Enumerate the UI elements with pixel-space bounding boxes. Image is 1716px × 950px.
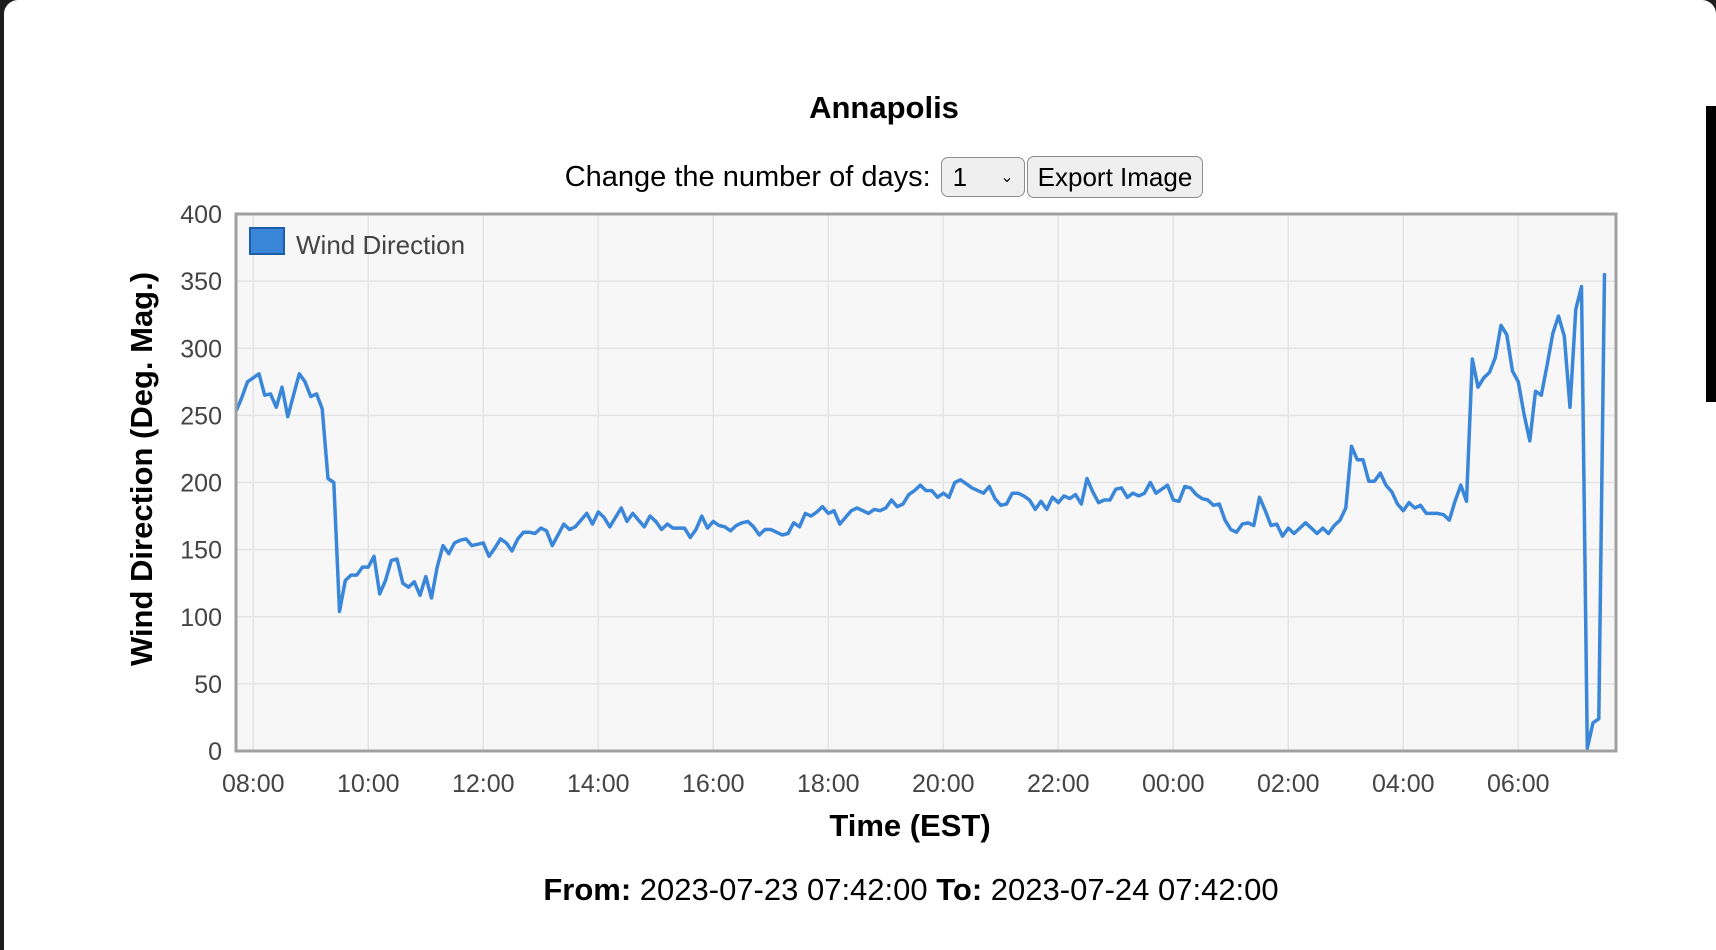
export-image-button[interactable]: Export Image (1026, 156, 1204, 198)
x-tick-label: 18:00 (797, 770, 860, 798)
y-tick-label: 250 (180, 402, 222, 430)
date-range: From: 2023-07-23 07:42:00 To: 2023-07-24… (4, 872, 1716, 908)
y-tick-label: 400 (180, 201, 222, 229)
y-tick-label: 150 (180, 537, 222, 565)
plot-frame (234, 212, 1618, 753)
x-tick-label: 14:00 (567, 770, 630, 798)
y-tick-label: 0 (208, 738, 222, 766)
legend: Wind Direction (249, 227, 465, 260)
y-tick-label: 300 (180, 335, 222, 363)
chevron-down-icon: ⌄ (1000, 169, 1014, 186)
wind-direction-chart: 0 50 100 150 200 250 300 350 400 08:00 10:00 12:00 1… (124, 201, 1618, 843)
x-tick-label: 10:00 (337, 770, 400, 798)
chart-controls: Change the number of days: 1 ⌄ Export Im… (4, 156, 1716, 198)
days-select-value: 1 (952, 161, 968, 192)
x-tick-label: 00:00 (1142, 770, 1205, 798)
days-select[interactable]: 1 ⌄ (940, 157, 1025, 197)
series-layer (234, 273, 1607, 751)
x-tick-label: 12:00 (452, 770, 515, 798)
legend-swatch (249, 227, 285, 255)
x-axis-label: Time (EST) (829, 808, 990, 843)
axis-tick-labels: 0 50 100 150 200 250 300 350 400 08:00 10:00 12:00 1… (180, 201, 1549, 798)
from-label: From: (543, 872, 632, 907)
to-value: 2023-07-24 07:42:00 (990, 872, 1279, 907)
from-value: 2023-07-23 07:42:00 (639, 872, 928, 907)
y-tick-label: 200 (180, 470, 222, 498)
x-tick-label: 06:00 (1487, 770, 1550, 798)
x-tick-label: 04:00 (1372, 770, 1435, 798)
chart-title: Annapolis (809, 90, 959, 125)
x-tick-label: 20:00 (912, 770, 975, 798)
legend-label: Wind Direction (296, 230, 465, 260)
grid-lines (236, 213, 1616, 752)
window-edge (1706, 106, 1716, 402)
y-tick-label: 350 (180, 268, 222, 296)
y-tick-label: 50 (194, 671, 222, 699)
x-tick-label: 16:00 (682, 770, 745, 798)
chart-modal: Annapolis Change the number of days: 1 ⌄… (4, 0, 1716, 950)
x-tick-label: 08:00 (222, 770, 285, 798)
series-line-wind-direction (234, 273, 1607, 751)
to-label: To: (936, 872, 983, 907)
days-label: Change the number of days: (564, 160, 931, 193)
x-tick-label: 22:00 (1027, 770, 1090, 798)
y-tick-label: 100 (180, 604, 222, 632)
x-tick-label: 02:00 (1257, 770, 1320, 798)
y-axis-label: Wind Direction (Deg. Mag.) (124, 272, 159, 666)
